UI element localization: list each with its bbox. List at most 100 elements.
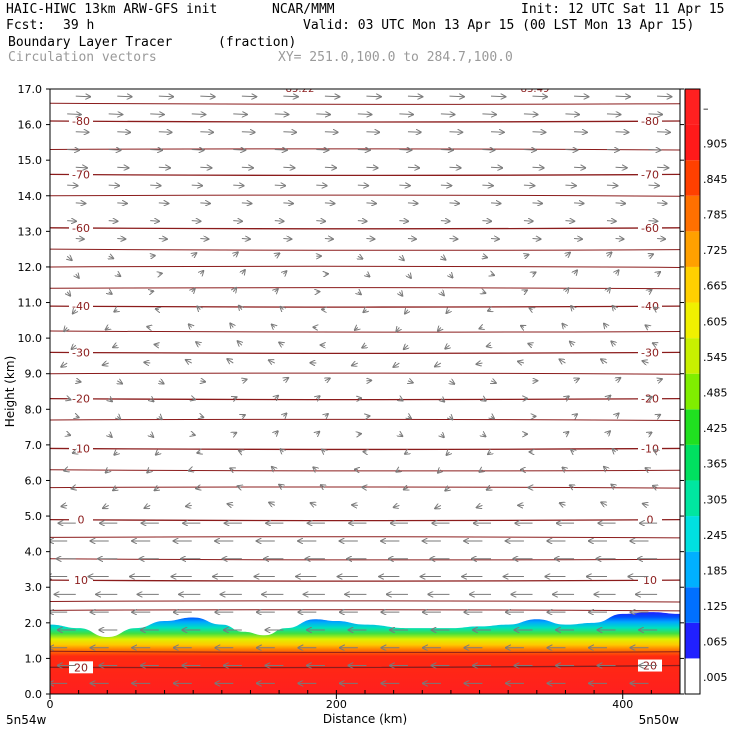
circulation-vector xyxy=(155,488,159,491)
circulation-vector xyxy=(189,324,192,327)
circulation-vector xyxy=(76,416,79,417)
circulation-vector xyxy=(482,399,485,401)
circulation-vector xyxy=(399,399,402,401)
y-tick-label: 2.0 xyxy=(25,617,43,630)
temperature-contour xyxy=(50,447,680,451)
circulation-vector xyxy=(147,327,150,328)
circulation-vector xyxy=(611,341,615,345)
circulation-vector xyxy=(393,363,400,367)
circulation-vector xyxy=(145,505,151,508)
colorbar-label: .485 xyxy=(703,387,728,400)
circulation-vector xyxy=(186,360,192,363)
circulation-vector xyxy=(399,114,413,115)
circulation-vector xyxy=(158,132,172,133)
circulation-vector xyxy=(324,238,333,239)
x-axis-title: Distance (km) xyxy=(323,712,407,726)
circulation-vector xyxy=(117,167,128,168)
circulation-vector xyxy=(103,363,109,365)
colorbar-swatch xyxy=(685,124,700,161)
circulation-vector xyxy=(405,452,408,454)
y-tick-label: 11.0 xyxy=(18,297,43,310)
circulation-vector xyxy=(574,96,588,97)
circulation-vector xyxy=(449,381,454,384)
circulation-vector xyxy=(75,238,84,239)
circulation-vector xyxy=(242,270,245,274)
circulation-vector xyxy=(491,381,496,383)
colorbar-swatch xyxy=(685,338,700,374)
temperature-contour xyxy=(50,120,680,123)
circulation-vector xyxy=(449,203,459,204)
circulation-vector xyxy=(657,238,665,239)
colorbar-swatch xyxy=(685,373,700,410)
circulation-vector xyxy=(565,221,574,222)
circulation-vector xyxy=(490,238,499,239)
circulation-vector xyxy=(449,416,452,419)
circulation-vector xyxy=(64,327,67,331)
circulation-vector xyxy=(72,345,76,349)
circulation-vector xyxy=(283,203,293,204)
circulation-vector xyxy=(67,399,70,400)
contour-label-right: -80 xyxy=(641,115,659,128)
circulation-vector xyxy=(657,379,662,381)
contour-label-right: 10 xyxy=(643,574,657,587)
circulation-vector xyxy=(615,167,627,168)
circulation-vector xyxy=(159,273,162,274)
colorbar-swatch xyxy=(685,231,700,267)
circulation-vector xyxy=(490,203,501,204)
y-tick-label: 8.0 xyxy=(25,403,43,416)
circulation-vector xyxy=(230,323,233,327)
y-tick-label: 10.0 xyxy=(18,332,43,345)
circulation-vector xyxy=(238,341,242,345)
circulation-vector xyxy=(191,150,204,151)
contour-label-left: -80 xyxy=(72,115,90,128)
colorbar-label: .725 xyxy=(703,244,728,257)
circulation-vector xyxy=(159,381,164,384)
circulation-vector xyxy=(158,96,173,97)
colorbar-label: .245 xyxy=(703,529,728,542)
circulation-vector xyxy=(275,289,278,292)
circulation-vector xyxy=(407,238,416,239)
circulation-vector xyxy=(648,185,659,186)
circulation-vector xyxy=(272,467,275,470)
circulation-vector xyxy=(565,396,568,398)
circulation-vector xyxy=(366,167,377,168)
contour-label-bg xyxy=(638,574,662,587)
circulation-vector xyxy=(239,451,242,452)
circulation-vector xyxy=(654,450,657,452)
colorbar-label: .185 xyxy=(703,564,728,577)
circulation-vector xyxy=(601,502,608,505)
circulation-vector xyxy=(574,132,587,133)
circulation-vector xyxy=(441,434,444,437)
circulation-vector xyxy=(441,399,444,402)
colorbar-label: .845 xyxy=(703,173,728,186)
colorbar-label: .425 xyxy=(703,422,728,435)
contour-label-right: -20 xyxy=(641,393,659,406)
circulation-vector xyxy=(156,452,159,455)
circulation-vector xyxy=(407,132,421,133)
circulation-vector xyxy=(490,96,505,97)
colorbar-label: .305 xyxy=(703,493,728,506)
circulation-vector xyxy=(200,271,203,274)
circulation-vector xyxy=(574,379,579,381)
circulation-vector xyxy=(241,132,255,133)
contour-label-bg xyxy=(69,115,93,128)
circulation-vector xyxy=(574,203,584,204)
valid-time: Valid: 03 UTC Mon 13 Apr 15 (00 LST Mon … xyxy=(303,18,695,33)
cross-section-coords: XY= 251.0,100.0 to 284.7,100.0 xyxy=(278,50,513,65)
circulation-vector xyxy=(283,271,286,274)
circulation-vector xyxy=(150,256,155,257)
circulation-vector xyxy=(357,114,372,115)
contour-label-bg xyxy=(69,168,93,181)
circulation-vector xyxy=(103,505,109,508)
contour-label-left: 10 xyxy=(74,574,88,587)
circulation-vector xyxy=(488,452,491,454)
temperature-contour xyxy=(50,579,680,582)
circulation-vector xyxy=(490,167,502,168)
temperature-contour xyxy=(50,194,680,197)
circulation-vector xyxy=(150,399,153,402)
circulation-vector xyxy=(396,327,399,331)
circulation-vector xyxy=(117,381,122,384)
circulation-vector xyxy=(233,288,236,292)
contour-label-bg xyxy=(638,221,662,234)
circulation-vector xyxy=(440,150,453,151)
